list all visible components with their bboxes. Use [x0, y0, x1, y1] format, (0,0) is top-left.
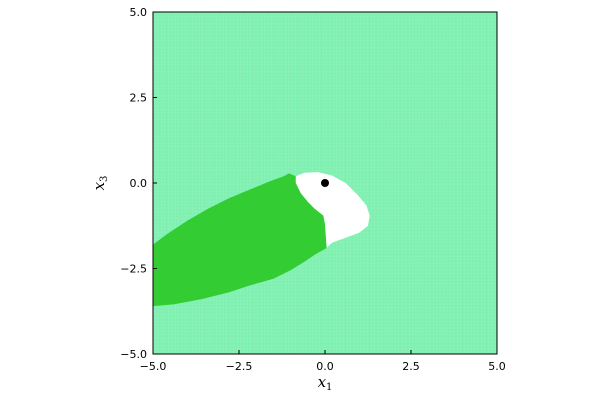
x-tick-label: −2.5: [226, 360, 253, 373]
x-tick-label: −5.0: [140, 360, 167, 373]
white-region: [295, 172, 370, 248]
x-axis-label-main: x: [318, 373, 327, 391]
x-tick-label: 0.0: [316, 360, 334, 373]
y-tick-label: −2.5: [120, 263, 147, 276]
x-axis-label-subscript: 1: [326, 382, 332, 393]
y-tick-label: 2.5: [130, 92, 148, 105]
x-axis-label: x1: [318, 373, 333, 393]
x-tick-label: 5.0: [488, 360, 506, 373]
marks-layer: [321, 179, 329, 187]
y-axis-label-subscript: 3: [99, 176, 110, 182]
axes: −5.0 −2.5 0.0 2.5 5.0 −5.0 −2.5 0.0 2.5 5.0: [120, 6, 505, 373]
y-axis-label-main: x: [90, 181, 108, 190]
y-axis-label: x3: [90, 176, 110, 191]
y-tick-label: −5.0: [120, 348, 147, 361]
y-tick-label: 5.0: [130, 6, 148, 19]
y-tick-label: 0.0: [130, 177, 148, 190]
data-point: [321, 179, 329, 187]
dark-green-region: [153, 173, 327, 307]
plot-area: [153, 12, 497, 354]
x-tick-label: 2.5: [402, 360, 420, 373]
